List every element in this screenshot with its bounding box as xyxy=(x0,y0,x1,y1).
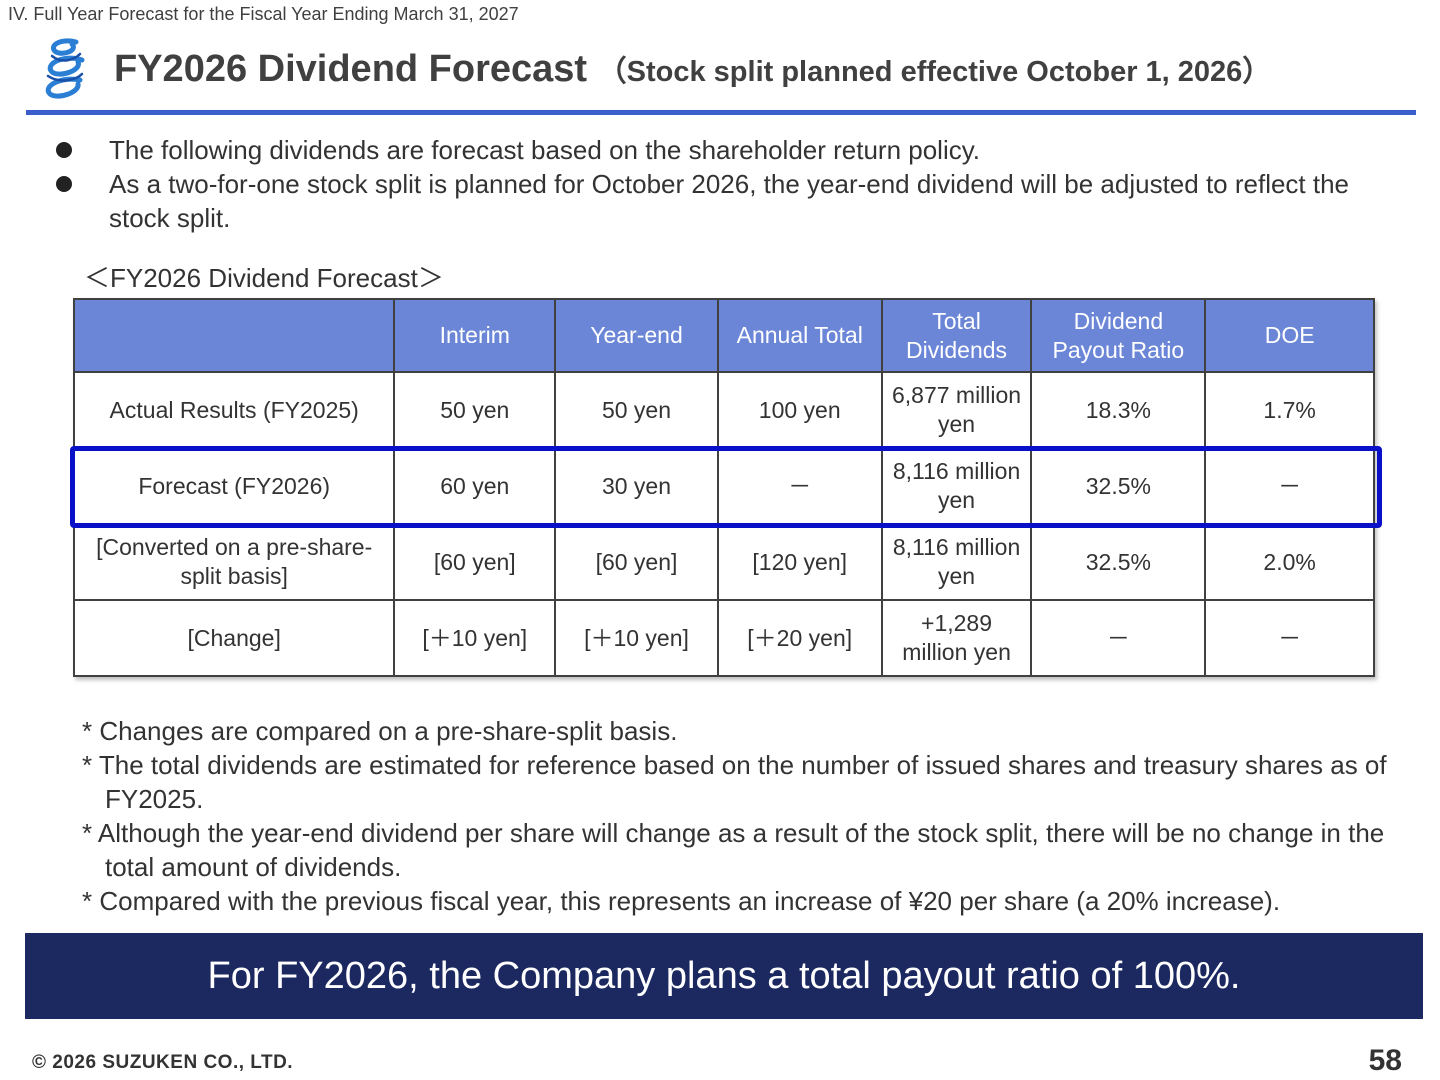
table-cell: 2.0% xyxy=(1204,523,1375,601)
bullet-item: As a two-for-one stock split is planned … xyxy=(52,167,1352,235)
table-cell: [60 yen] xyxy=(554,523,719,601)
table-cell: 30 yen xyxy=(554,447,719,525)
section-label: IV. Full Year Forecast for the Fiscal Ye… xyxy=(8,4,519,24)
table-cell: － xyxy=(716,447,883,525)
bullet-text: The following dividends are forecast bas… xyxy=(109,135,981,165)
footnotes: * Changes are compared on a pre-share-sp… xyxy=(82,714,1422,918)
header-cell-empty xyxy=(72,298,396,373)
table-cell: － xyxy=(1204,599,1375,677)
header-cell-annual-total: Annual Total xyxy=(716,298,883,373)
table-cell: 6,877 million yen xyxy=(880,371,1033,449)
header-cell-payout-ratio: Dividend Payout Ratio xyxy=(1030,298,1207,373)
footnote: * Compared with the previous fiscal year… xyxy=(82,886,1281,916)
header-cell-doe: DOE xyxy=(1204,298,1375,373)
table-cell: [＋10 yen] xyxy=(393,599,557,677)
table-cell: 50 yen xyxy=(554,371,719,449)
row-label: Forecast (FY2026) xyxy=(72,447,396,525)
bullet-item: The following dividends are forecast bas… xyxy=(52,133,1352,167)
table-cell: － xyxy=(1204,447,1375,525)
table-header-row: Interim Year-end Annual Total Total Divi… xyxy=(72,298,1375,373)
table-cell: 8,116 million yen xyxy=(880,447,1033,525)
table-cell: [60 yen] xyxy=(393,523,557,601)
title-main: FY2026 Dividend Forecast xyxy=(114,48,588,90)
table-cell: － xyxy=(1030,599,1207,677)
row-label: [Change] xyxy=(72,599,396,677)
banner-text: For FY2026, the Company plans a total pa… xyxy=(207,954,1241,997)
dividend-table: Interim Year-end Annual Total Total Divi… xyxy=(72,298,1375,677)
company-logo-icon xyxy=(45,38,85,99)
footnote: * Although the year-end dividend per sha… xyxy=(82,818,1385,882)
row-label: [Converted on a pre-share-split basis] xyxy=(72,523,396,601)
table-cell: 60 yen xyxy=(393,447,557,525)
title-divider xyxy=(26,110,1416,115)
bullet-text: As a two-for-one stock split is planned … xyxy=(109,169,1350,233)
footnote: * The total dividends are estimated for … xyxy=(82,750,1387,814)
table-cell: [＋10 yen] xyxy=(554,599,719,677)
table-cell: 1.7% xyxy=(1204,371,1375,449)
header-cell-total-dividends: Total Dividends xyxy=(880,298,1033,373)
table-cell: 32.5% xyxy=(1030,447,1207,525)
table-row: Actual Results (FY2025) 50 yen 50 yen 10… xyxy=(72,371,1375,449)
table-cell: 32.5% xyxy=(1030,523,1207,601)
table-row-highlighted: Forecast (FY2026) 60 yen 30 yen － 8,116 … xyxy=(72,447,1375,525)
footnote: * Changes are compared on a pre-share-sp… xyxy=(82,716,678,746)
header-cell-interim: Interim xyxy=(393,298,557,373)
table-caption: ＜FY2026 Dividend Forecast＞ xyxy=(84,263,444,293)
row-label: Actual Results (FY2025) xyxy=(72,371,396,449)
table-cell: 100 yen xyxy=(716,371,883,449)
page-number: 58 xyxy=(1368,1044,1402,1077)
table-cell: [120 yen] xyxy=(716,523,883,601)
table-cell: 8,116 million yen xyxy=(880,523,1033,601)
bullet-list: The following dividends are forecast bas… xyxy=(52,133,1352,235)
header-cell-year-end: Year-end xyxy=(554,298,719,373)
bullet-icon xyxy=(56,176,72,192)
table-row: [Converted on a pre-share-split basis] [… xyxy=(72,523,1375,601)
table-cell: 50 yen xyxy=(393,371,557,449)
table-cell: [＋20 yen] xyxy=(716,599,883,677)
page-title: FY2026 Dividend Forecast （Stock split pl… xyxy=(114,48,1271,91)
summary-banner: For FY2026, the Company plans a total pa… xyxy=(25,933,1423,1019)
copyright: © 2026 SUZUKEN CO., LTD. xyxy=(32,1052,294,1073)
table-row: [Change] [＋10 yen] [＋10 yen] [＋20 yen] +… xyxy=(72,599,1375,677)
table-cell: 18.3% xyxy=(1030,371,1207,449)
table-cell: +1,289 million yen xyxy=(880,599,1033,677)
bullet-icon xyxy=(56,142,72,158)
title-subtitle: （Stock split planned effective October 1… xyxy=(597,56,1272,88)
